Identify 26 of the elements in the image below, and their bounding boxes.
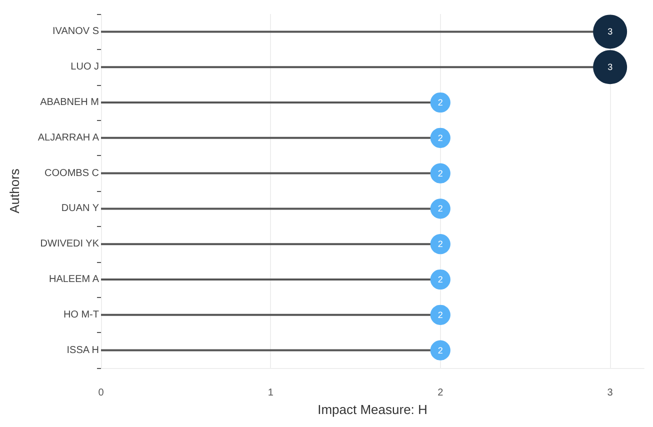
- y-tick-label: COOMBS C: [44, 168, 99, 179]
- y-tick-label: ISSA H: [66, 344, 99, 356]
- x-tick-label: 0: [98, 388, 104, 398]
- data-label: 2: [438, 274, 443, 284]
- data-label: 2: [438, 239, 443, 250]
- x-axis-title: Impact Measure: H: [318, 402, 428, 417]
- x-tick-label: 3: [607, 388, 614, 398]
- data-label: 2: [438, 310, 443, 320]
- data-label: 2: [438, 204, 443, 214]
- data-label: 2: [438, 345, 443, 356]
- x-tick-label: 2: [438, 388, 444, 398]
- data-label: 2: [438, 132, 443, 143]
- data-label: 2: [438, 168, 443, 178]
- y-tick-label: DUAN Y: [61, 203, 100, 214]
- y-tick-label: HO M-T: [63, 309, 99, 320]
- data-label: 3: [608, 26, 613, 37]
- data-label: 3: [608, 62, 613, 72]
- y-tick-label: LUO J: [70, 62, 99, 73]
- y-axis-title: Authors: [7, 168, 22, 214]
- y-tick-label: ABABNEH M: [40, 97, 99, 108]
- data-label: 2: [438, 98, 443, 108]
- x-tick-label: 1: [268, 388, 274, 398]
- y-tick-label: IVANOV S: [52, 26, 100, 38]
- y-tick-label: DWIVEDI YK: [40, 238, 100, 250]
- y-tick-label: HALEEM A: [48, 274, 100, 285]
- y-tick-label: ALJARRAH A: [38, 132, 100, 144]
